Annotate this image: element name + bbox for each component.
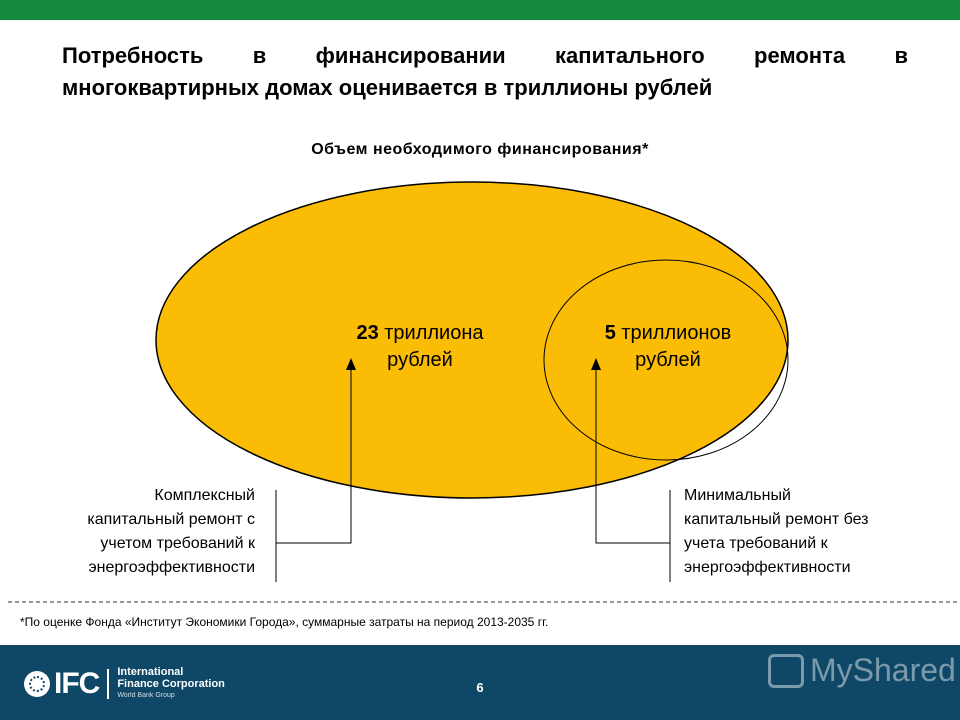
minimal-funding-unit: триллионов — [615, 322, 732, 344]
title-line-2: многоквартирных домах оценивается в трил… — [62, 75, 713, 100]
left-description-line: капитальный ремонт с — [87, 511, 255, 528]
ifc-name-line-1: International — [117, 666, 184, 678]
right-description-line: Минимальный — [684, 487, 791, 504]
left-description-line: учетом требований к — [100, 535, 255, 552]
right-arrow-head — [591, 358, 601, 370]
ifc-name-line-2: Finance Corporation — [117, 678, 225, 690]
right-description: Минимальный капитальный ремонт без учета… — [684, 484, 954, 580]
right-description-line: энергоэффективности — [684, 559, 851, 576]
total-funding-currency: рублей — [387, 349, 453, 371]
ifc-full-name: International Finance Corporation World … — [117, 666, 225, 702]
title-line-1: Потребность в финансировании капитальног… — [62, 43, 908, 68]
logo-divider — [107, 669, 110, 699]
minimal-funding-label: 5 триллионов рублей — [568, 320, 768, 374]
globe-icon — [24, 671, 50, 697]
total-funding-ellipse — [155, 181, 789, 499]
left-description-line: энергоэффективности — [88, 559, 255, 576]
left-description-line: Комплексный — [154, 487, 255, 504]
left-arrow-head — [346, 358, 356, 370]
total-funding-label: 23 триллиона рублей — [320, 320, 520, 374]
footnote: *По оценке Фонда «Институт Экономики Гор… — [20, 615, 549, 629]
minimal-funding-value: 5 — [604, 322, 616, 344]
total-funding-unit: триллиона — [378, 322, 484, 344]
right-description-line: учета требований к — [684, 535, 828, 552]
right-description-line: капитальный ремонт без — [684, 511, 869, 528]
left-description: Комплексный капитальный ремонт с учетом … — [0, 484, 255, 580]
total-funding-value: 23 — [356, 322, 379, 344]
slide-title: Потребность в финансировании капитальног… — [62, 40, 908, 104]
presentation-icon — [768, 653, 804, 688]
watermark: MyShared — [768, 652, 956, 689]
diagram-subtitle: Объем необходимого финансирования* — [311, 141, 649, 158]
minimal-funding-currency: рублей — [635, 349, 701, 371]
minimal-funding-ellipse — [543, 259, 789, 461]
ifc-logo: IFC International Finance Corporation Wo… — [24, 666, 225, 702]
ifc-logo-text: IFC — [54, 667, 100, 700]
top-accent-bar — [0, 0, 960, 20]
page-number: 6 — [476, 680, 484, 695]
right-connector-line — [595, 368, 670, 544]
watermark-text: MyShared — [810, 652, 956, 688]
left-connector-line — [276, 368, 352, 544]
ifc-name-line-3: World Bank Group — [117, 692, 175, 699]
